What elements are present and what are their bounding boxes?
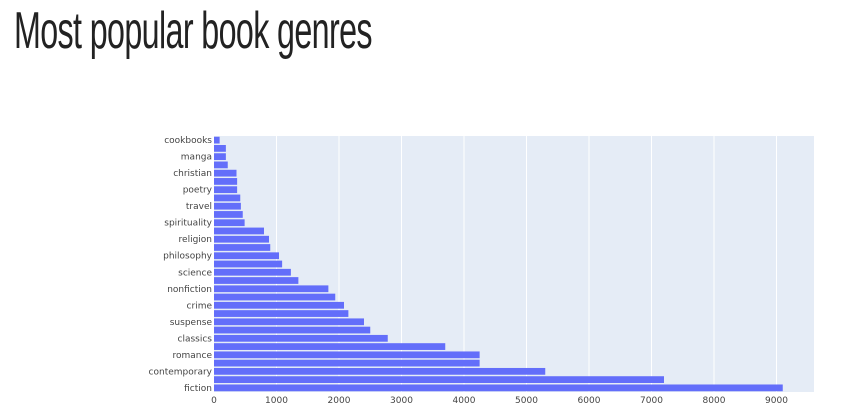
- x-tick-label: 2000: [328, 396, 351, 406]
- y-tick-label: science: [178, 268, 212, 278]
- bar: [214, 318, 364, 326]
- bar: [214, 301, 344, 309]
- bar: [214, 186, 238, 194]
- x-tick-label: 9000: [765, 396, 788, 406]
- x-tick-label: 3000: [390, 396, 413, 406]
- bar: [214, 169, 237, 177]
- bar: [214, 351, 480, 359]
- x-tick-label: 8000: [703, 396, 726, 406]
- x-tick-label: 1000: [265, 396, 288, 406]
- y-tick-labels: fiction contemporary romance classics suspen…: [149, 136, 213, 394]
- y-tick-label: classics: [178, 334, 213, 344]
- bar: [214, 334, 388, 342]
- y-tick-label: suspense: [170, 318, 213, 328]
- bar: [214, 343, 446, 350]
- bar: [214, 260, 283, 268]
- bar: [214, 310, 349, 317]
- bar: [214, 153, 226, 161]
- bar: [214, 244, 271, 251]
- y-tick-label: fiction: [184, 384, 212, 394]
- bar: [214, 376, 664, 383]
- gridlines: [276, 136, 777, 392]
- bar: [214, 178, 238, 185]
- y-tick-label: religion: [179, 235, 212, 245]
- y-tick-label: manga: [181, 153, 212, 163]
- x-tick-label: 4000: [453, 396, 476, 406]
- y-tick-label: poetry: [183, 186, 213, 196]
- bar: [214, 277, 299, 284]
- y-tick-label: spirituality: [164, 219, 212, 229]
- x-tick-label: 5000: [515, 396, 538, 406]
- chart-title: Most popular book genres: [14, 2, 373, 60]
- y-tick-label: crime: [187, 301, 213, 311]
- bar: [214, 219, 245, 227]
- bar: [214, 161, 228, 169]
- bar: [214, 136, 220, 144]
- bar: [214, 293, 336, 301]
- x-tick-label: 7000: [640, 396, 663, 406]
- bar: [214, 145, 226, 152]
- bar: [214, 268, 291, 276]
- bar: [214, 384, 783, 392]
- y-tick-label: cookbooks: [164, 136, 212, 146]
- bar: [214, 211, 243, 218]
- y-tick-label: travel: [186, 202, 212, 212]
- y-tick-label: contemporary: [149, 367, 213, 377]
- bar: [214, 252, 279, 260]
- bars: [214, 136, 783, 392]
- bar: [214, 367, 546, 375]
- x-tick-label: 0: [211, 396, 217, 406]
- bar: [214, 202, 241, 210]
- bar: [214, 285, 329, 293]
- y-tick-label: christian: [173, 169, 212, 179]
- y-tick-label: philosophy: [163, 252, 213, 262]
- bar: [214, 194, 241, 202]
- bar: [214, 227, 264, 235]
- x-tick-labels: 0 1000 2000 3000 4000 5000 6000 7000 8000 9000: [211, 396, 788, 406]
- y-tick-label: nonfiction: [167, 285, 212, 295]
- bar: [214, 235, 269, 243]
- y-tick-label: romance: [173, 351, 213, 361]
- bar: [214, 326, 371, 334]
- x-tick-label: 6000: [578, 396, 601, 406]
- bar: [214, 359, 480, 367]
